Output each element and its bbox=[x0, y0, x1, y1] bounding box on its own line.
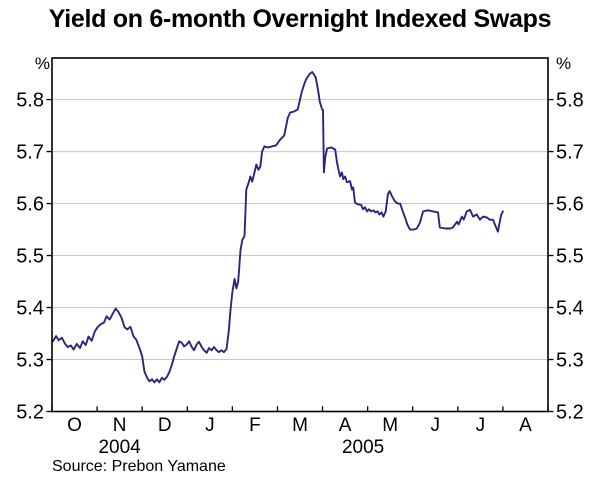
x-month-label: A bbox=[339, 415, 352, 436]
y-tick-label-left: 5.3 bbox=[16, 350, 44, 372]
series-line bbox=[51, 71, 504, 384]
y-axis-unit-left: % bbox=[35, 54, 50, 73]
x-month-label: N bbox=[113, 415, 127, 436]
y-tick-label-left: 5.5 bbox=[16, 246, 44, 268]
x-year-label: 2004 bbox=[98, 437, 141, 458]
plot-border bbox=[51, 57, 549, 413]
y-tick-label-left: 5.8 bbox=[16, 90, 44, 112]
axes-group bbox=[46, 57, 554, 413]
y-tick-label-right: 5.2 bbox=[556, 402, 584, 424]
y-tick-label-left: 5.4 bbox=[16, 298, 44, 320]
y-axis-unit-right: % bbox=[556, 54, 571, 73]
y-tick-label-right: 5.6 bbox=[556, 194, 584, 216]
x-month-label: J bbox=[431, 415, 441, 436]
source-note: Source: Prebon Yamane bbox=[52, 458, 226, 475]
x-month-label: O bbox=[67, 415, 82, 436]
x-month-label: J bbox=[205, 415, 215, 436]
chart-title: Yield on 6-month Overnight Indexed Swaps bbox=[48, 5, 552, 33]
x-month-label: A bbox=[519, 415, 532, 436]
y-tick-label-right: 5.4 bbox=[556, 298, 584, 320]
x-month-label: F bbox=[249, 415, 261, 436]
y-tick-label-left: 5.2 bbox=[16, 402, 44, 424]
x-month-label: M bbox=[382, 415, 398, 436]
y-tick-label-right: 5.8 bbox=[556, 90, 584, 112]
gridlines-group bbox=[52, 99, 548, 361]
series-group bbox=[51, 71, 504, 384]
y-tick-label-left: 5.7 bbox=[16, 142, 44, 164]
y-tick-label-left: 5.6 bbox=[16, 194, 44, 216]
y-tick-label-right: 5.7 bbox=[556, 142, 584, 164]
axis-labels-group: 5.2 5.2 5.3 5.3 5.4 5.4 5.5 5.5 5.6 5.6 5.7 5.7 5.8 5… bbox=[16, 90, 584, 458]
y-tick-label-right: 5.5 bbox=[556, 246, 584, 268]
x-month-label: M bbox=[292, 415, 308, 436]
x-month-label: D bbox=[158, 415, 172, 436]
x-year-label: 2005 bbox=[342, 437, 384, 458]
x-month-label: J bbox=[476, 415, 486, 436]
y-tick-label-right: 5.3 bbox=[556, 350, 584, 372]
